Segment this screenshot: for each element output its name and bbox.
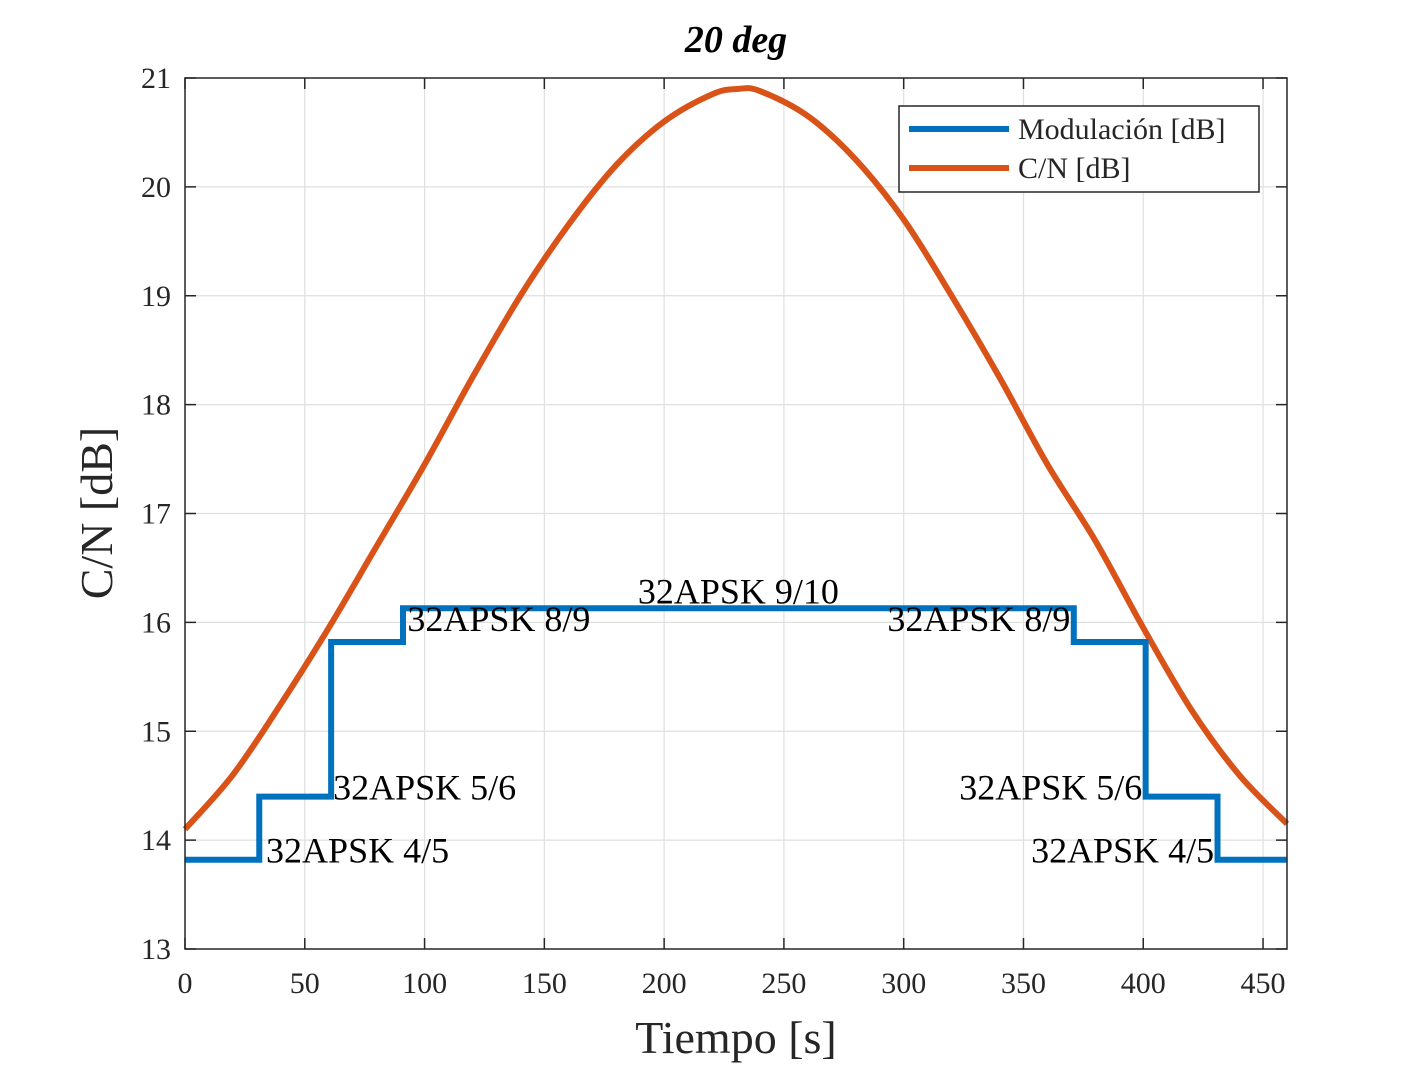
x-tick-label: 100 bbox=[402, 967, 447, 1000]
x-tick-label: 300 bbox=[881, 967, 926, 1000]
x-tick-label: 0 bbox=[178, 967, 193, 1000]
legend-box bbox=[898, 105, 1260, 193]
annotations: 32APSK 4/5 32APSK 5/6 32APSK 8/9 32APSK 9/1… bbox=[266, 572, 1214, 871]
x-tick-label: 400 bbox=[1121, 967, 1166, 1000]
annotation-label: 32APSK 9/10 bbox=[638, 572, 839, 612]
annotation-label: 32APSK 8/9 bbox=[407, 599, 590, 639]
annotation-label: 32APSK 5/6 bbox=[333, 768, 516, 808]
y-tick-label: 16 bbox=[141, 606, 171, 639]
annotation-label: 32APSK 4/5 bbox=[266, 831, 449, 871]
legend: Modulación [dB] C/N [dB] bbox=[898, 105, 1260, 193]
x-tick-label: 200 bbox=[642, 967, 687, 1000]
y-tick-label: 14 bbox=[141, 824, 171, 857]
y-tick-label: 15 bbox=[141, 715, 171, 748]
x-tick-label: 350 bbox=[1001, 967, 1046, 1000]
x-tick-label: 250 bbox=[761, 967, 806, 1000]
annotation-label: 32APSK 8/9 bbox=[887, 599, 1070, 639]
y-tick-label: 18 bbox=[141, 389, 171, 422]
y-tick-label: 13 bbox=[141, 933, 171, 966]
series-line-cn bbox=[182, 85, 1290, 832]
x-tick-label: 150 bbox=[522, 967, 567, 1000]
chart-title: 20 deg bbox=[684, 19, 787, 61]
x-tick-label: 450 bbox=[1241, 967, 1286, 1000]
series-layer bbox=[182, 85, 1290, 863]
y-tick-label: 20 bbox=[141, 171, 171, 204]
annotation-label: 32APSK 5/6 bbox=[959, 768, 1142, 808]
ticks: 0 50 100 150 200 250 300 350 400 450 13 14 15 16 17 18 1… bbox=[141, 62, 1287, 1000]
x-axis-label: Tiempo [s] bbox=[635, 1012, 837, 1063]
series-line-modulacion bbox=[185, 605, 1287, 863]
annotation-label: 32APSK 4/5 bbox=[1031, 831, 1214, 871]
y-tick-label: 19 bbox=[141, 280, 171, 313]
y-tick-label: 21 bbox=[141, 62, 171, 95]
legend-label-modulacion: Modulación [dB] bbox=[1018, 113, 1225, 146]
y-axis-label: C/N [dB] bbox=[71, 427, 122, 600]
y-tick-label: 17 bbox=[141, 498, 171, 531]
x-tick-label: 50 bbox=[290, 967, 320, 1000]
legend-label-cn: C/N [dB] bbox=[1018, 152, 1131, 185]
